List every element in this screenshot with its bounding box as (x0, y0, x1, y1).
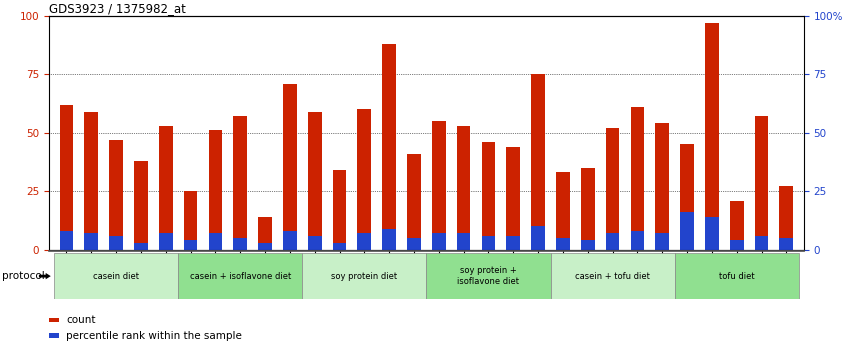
Text: percentile rank within the sample: percentile rank within the sample (66, 331, 242, 341)
Bar (54, 253, 179, 299)
Bar (507, 147, 520, 250)
Bar (457, 233, 470, 250)
Bar (407, 154, 420, 250)
Bar (85, 112, 98, 250)
Bar (332, 170, 346, 250)
Bar (730, 240, 744, 250)
Bar (179, 253, 302, 299)
Bar (674, 253, 799, 299)
Text: soy protein +
isoflavone diet: soy protein + isoflavone diet (458, 267, 519, 286)
Bar (134, 242, 148, 250)
Bar (531, 226, 545, 250)
Bar (233, 116, 247, 250)
Bar (606, 233, 619, 250)
Text: casein diet: casein diet (93, 272, 139, 281)
Text: count: count (66, 315, 96, 325)
Bar (507, 235, 520, 250)
Bar (551, 253, 674, 299)
Bar (457, 126, 470, 250)
Bar (656, 233, 669, 250)
Bar (407, 238, 420, 250)
Text: soy protein diet: soy protein diet (332, 272, 398, 281)
Bar (556, 238, 569, 250)
Bar (606, 128, 619, 250)
Bar (656, 124, 669, 250)
Bar (481, 142, 495, 250)
Bar (779, 238, 794, 250)
Bar (59, 105, 74, 250)
Bar (680, 144, 694, 250)
Bar (308, 235, 321, 250)
Bar (358, 233, 371, 250)
Bar (209, 233, 222, 250)
Bar (382, 44, 396, 250)
Bar (184, 191, 197, 250)
Bar (755, 235, 768, 250)
Bar (283, 231, 297, 250)
Bar (755, 116, 768, 250)
Text: casein + tofu diet: casein + tofu diet (575, 272, 650, 281)
Bar (209, 130, 222, 250)
Bar (258, 242, 272, 250)
Bar (184, 240, 197, 250)
Bar (308, 112, 321, 250)
Text: tofu diet: tofu diet (719, 272, 755, 281)
Bar (134, 161, 148, 250)
Bar (283, 84, 297, 250)
Bar (705, 217, 719, 250)
Bar (531, 74, 545, 250)
Bar (159, 126, 173, 250)
Bar (680, 212, 694, 250)
Bar (382, 229, 396, 250)
Bar (705, 23, 719, 250)
Bar (85, 233, 98, 250)
Bar (730, 200, 744, 250)
Bar (581, 240, 595, 250)
Bar (779, 187, 794, 250)
Bar (358, 109, 371, 250)
Bar (556, 172, 569, 250)
Bar (109, 235, 123, 250)
Text: casein + isoflavone diet: casein + isoflavone diet (190, 272, 291, 281)
Bar (481, 235, 495, 250)
Text: protocol: protocol (2, 271, 45, 281)
Bar (302, 253, 426, 299)
Bar (630, 231, 644, 250)
Bar (432, 121, 446, 250)
Bar (426, 253, 551, 299)
Bar (109, 140, 123, 250)
Bar (233, 238, 247, 250)
Bar (258, 217, 272, 250)
Bar (159, 233, 173, 250)
Bar (581, 168, 595, 250)
Text: GDS3923 / 1375982_at: GDS3923 / 1375982_at (49, 2, 186, 15)
Bar (432, 233, 446, 250)
Bar (630, 107, 644, 250)
Bar (59, 231, 74, 250)
Bar (332, 242, 346, 250)
